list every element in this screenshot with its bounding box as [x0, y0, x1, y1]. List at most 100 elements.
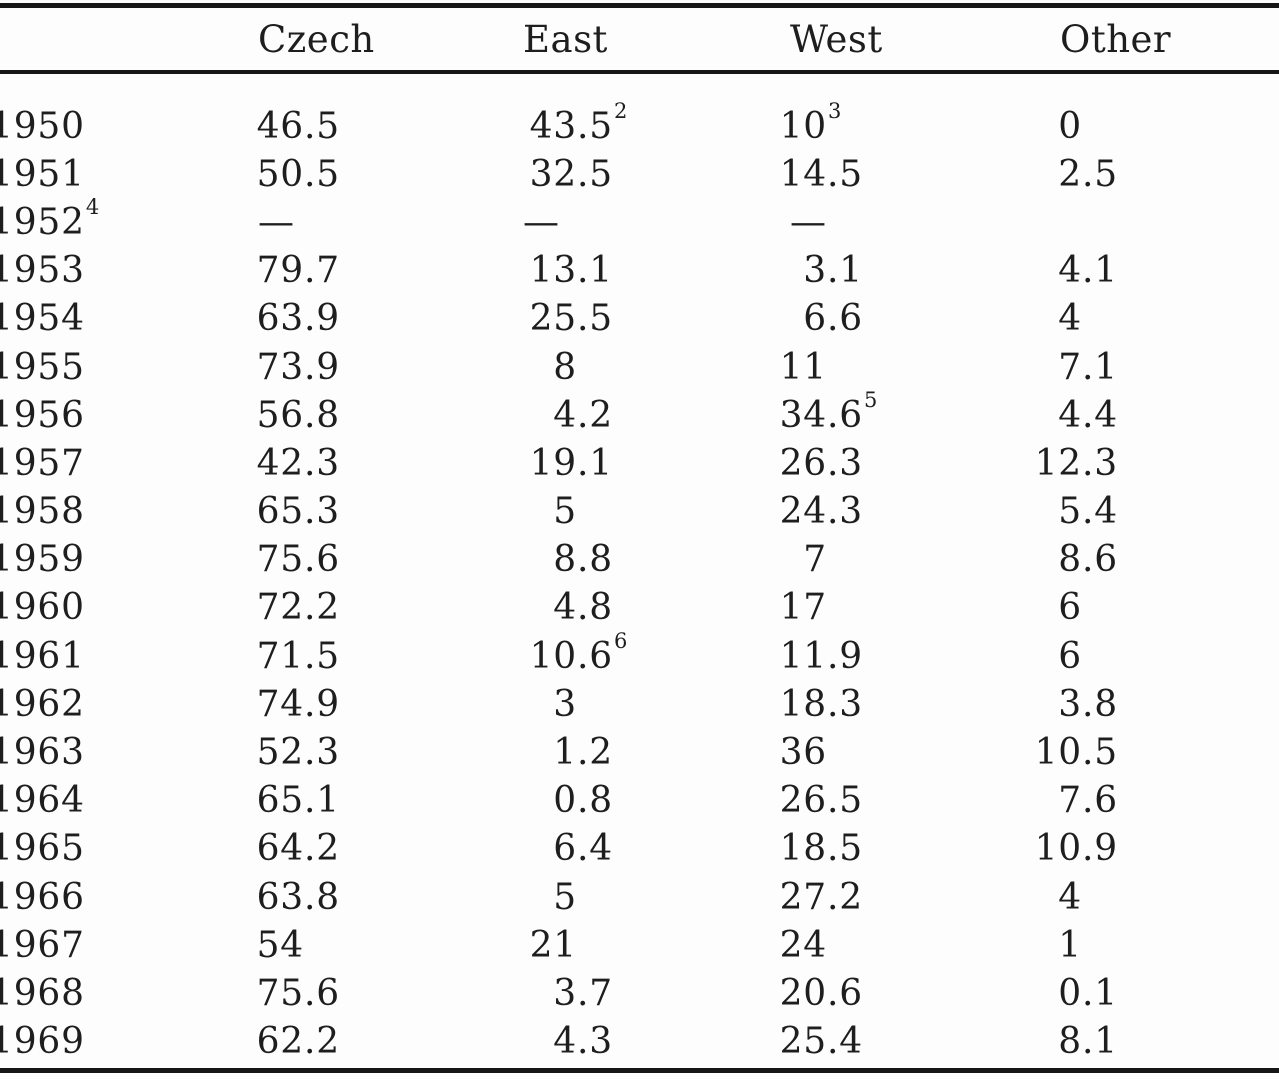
fraction-part: .1 [1082, 972, 1118, 1014]
fraction-part: .2 [304, 1021, 340, 1063]
value-cell: 6.4 [427, 825, 613, 873]
integer-part: 0 [553, 780, 577, 822]
integer-part: 3 [553, 972, 577, 1014]
integer-part: 32 [529, 153, 577, 195]
value-cell: 17 [677, 584, 827, 632]
value-cell: 34.6 5 [677, 390, 878, 439]
integer-part: 11 [779, 346, 827, 388]
missing-value-dash: — [523, 201, 559, 243]
value-cell: 12.3 [932, 439, 1118, 487]
integer-part: 75 [256, 972, 304, 1014]
value-cell: 10 3 [677, 101, 842, 150]
value-cell: 8.1 [932, 1018, 1118, 1066]
table-header-row: Czech East West Other [0, 14, 1279, 66]
fraction-part: .3 [827, 491, 863, 533]
integer-part: 4 [1058, 876, 1082, 918]
fraction-part: .2 [304, 828, 340, 870]
missing-value-dash: — [258, 201, 294, 243]
value-cell: 7 [677, 536, 827, 584]
value-cell: 2.5 [932, 150, 1118, 198]
value-cell: 4.2 [427, 391, 613, 439]
text: 1955 [0, 346, 85, 388]
table-header-separator-rule [0, 70, 1279, 74]
fraction-part: .5 [1082, 153, 1118, 195]
text: 1964 [0, 780, 85, 822]
value-cell: 6.6 [677, 295, 863, 343]
value-cell: 5 [427, 488, 577, 536]
column-header-west: West [790, 18, 883, 61]
fraction-part: .9 [1082, 828, 1118, 870]
fraction-part: .8 [304, 876, 340, 918]
text: 1961 [0, 635, 85, 677]
fraction-part: .5 [304, 153, 340, 195]
fraction-part: .9 [827, 635, 863, 677]
table-row: 1968 75.6 3.7 20.6 0.1 [0, 969, 1279, 1017]
value-cell: 0 [932, 102, 1082, 150]
value-cell: 6 [932, 584, 1082, 632]
fraction-part: .3 [827, 442, 863, 484]
year-cell: 1964 [0, 777, 85, 825]
fraction-part: .5 [304, 635, 340, 677]
integer-part: 63 [256, 876, 304, 918]
integer-part: 75 [256, 539, 304, 581]
value-cell: 24 [677, 921, 827, 969]
integer-part: 11 [779, 635, 827, 677]
integer-part: 5 [553, 876, 577, 918]
year-cell: 1961 [0, 632, 85, 680]
fraction-part: .1 [827, 250, 863, 292]
fraction-part: .5 [827, 153, 863, 195]
value-cell: 63.8 [154, 873, 340, 921]
value-cell: 8.6 [932, 536, 1118, 584]
value-cell: 36 [677, 728, 827, 776]
integer-part: 6 [1058, 587, 1082, 629]
integer-part: 24 [779, 491, 827, 533]
value-cell: 1 [932, 921, 1082, 969]
table-row: 1959 75.6 8.8 7 8.6 [0, 536, 1279, 584]
table-row: 1969 62.2 4.3 25.4 8.1 [0, 1018, 1279, 1066]
fraction-part: .6 [304, 539, 340, 581]
integer-part: 3 [553, 683, 577, 725]
text: 1957 [0, 442, 85, 484]
value-cell: 56.8 [154, 391, 340, 439]
integer-part: 6 [553, 828, 577, 870]
integer-part: 27 [779, 876, 827, 918]
table-top-rule [0, 3, 1279, 8]
integer-part: 26 [779, 442, 827, 484]
fraction-part: .7 [577, 972, 613, 1014]
value-cell: 11 [677, 343, 827, 391]
integer-part: 3 [803, 250, 827, 292]
fraction-part: .2 [304, 587, 340, 629]
year-cell: 1965 [0, 825, 85, 873]
table-row: 1964 65.1 0.8 26.5 7.6 [0, 777, 1279, 825]
fraction-part: .8 [304, 394, 340, 436]
value-cell: 54 [154, 921, 304, 969]
integer-part: 13 [529, 250, 577, 292]
value-cell: 4.4 [932, 391, 1118, 439]
value-cell: 1.2 [427, 728, 613, 776]
integer-part: 20 [779, 972, 827, 1014]
table-body: 1950 46.5 43.5 2 10 3 0 1951 50.5 32.5 14.5 2.5 1952… [0, 101, 1279, 1066]
fraction-part: .8 [577, 587, 613, 629]
value-cell: 0.1 [932, 969, 1118, 1017]
text: 1963 [0, 732, 85, 774]
fraction-part: .2 [577, 394, 613, 436]
integer-part: 42 [256, 442, 304, 484]
value-cell: 72.2 [154, 584, 340, 632]
fraction-part: .1 [1082, 250, 1118, 292]
value-cell: 25.4 [677, 1018, 863, 1066]
table-row: 1960 72.2 4.8 17 6 [0, 584, 1279, 632]
year-cell: 1960 [0, 584, 85, 632]
value-cell: 7.6 [932, 777, 1118, 825]
fraction-part: .6 [1082, 780, 1118, 822]
fraction-part: .1 [577, 442, 613, 484]
fraction-part: .6 [1082, 539, 1118, 581]
integer-part: 50 [256, 153, 304, 195]
integer-part: 1 [1058, 924, 1082, 966]
fraction-part: .1 [304, 780, 340, 822]
integer-part: 71 [256, 635, 304, 677]
value-cell: 73.9 [154, 343, 340, 391]
year-cell: 1958 [0, 488, 85, 536]
value-cell: — [258, 198, 294, 246]
fraction-part: .6 [577, 635, 613, 677]
integer-part: 26 [779, 780, 827, 822]
